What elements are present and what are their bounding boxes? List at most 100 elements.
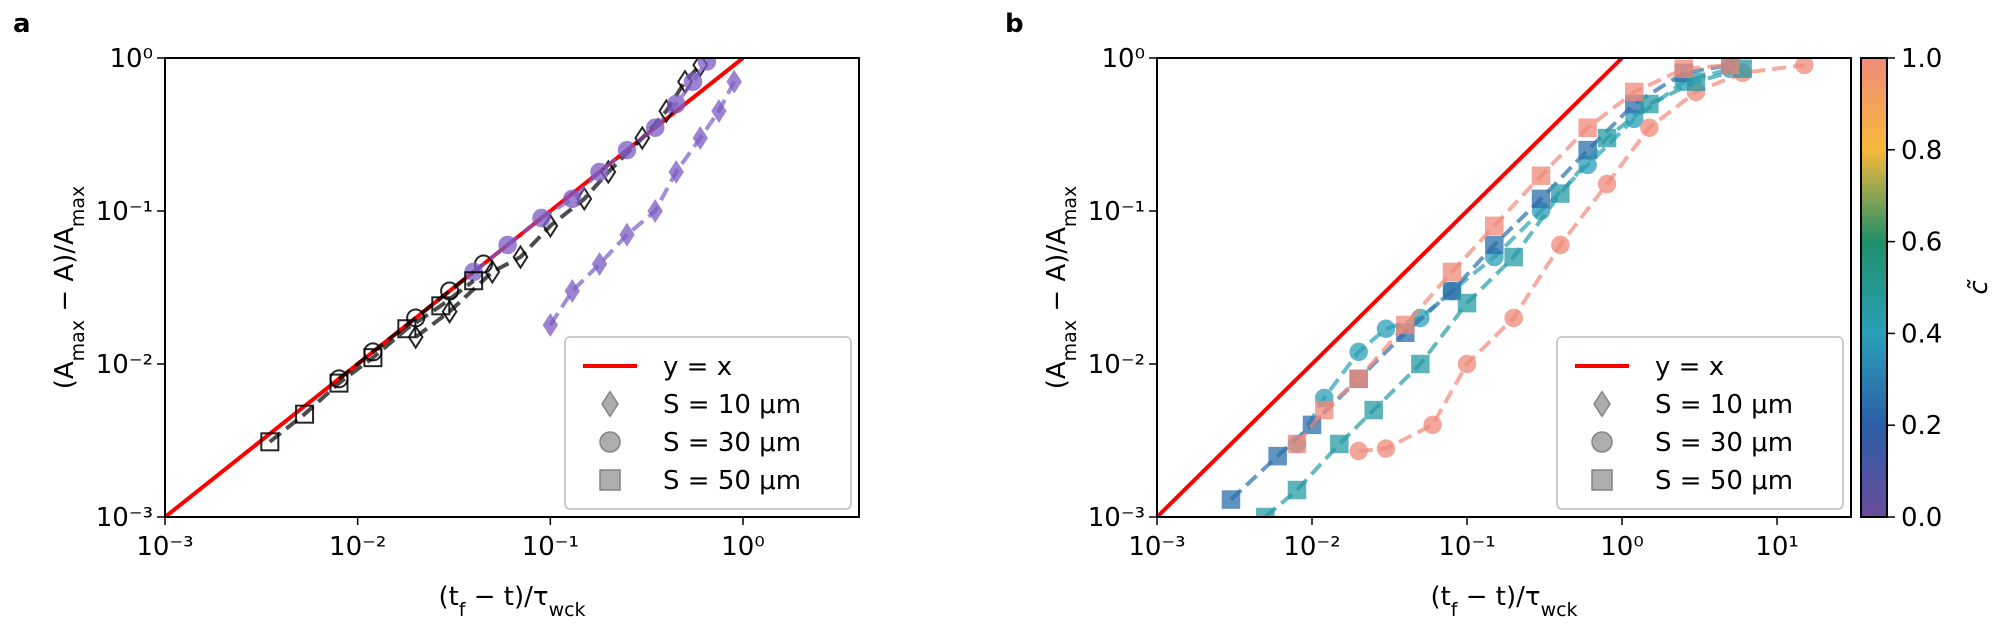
y-tick-label: 10⁻²: [1088, 350, 1145, 380]
marker: [1411, 354, 1430, 374]
y-tick-label: 10⁰: [109, 44, 153, 74]
marker: [668, 160, 684, 184]
legend-label: y = x: [1655, 352, 1724, 382]
y-tick-label: 10⁻¹: [96, 197, 153, 227]
marker: [1591, 469, 1613, 491]
reference-line: [1157, 58, 1624, 517]
marker: [1597, 128, 1617, 148]
x-tick-label: 10⁻³: [1128, 532, 1185, 562]
marker: [1376, 439, 1396, 458]
plot-area: [1157, 58, 1814, 517]
marker: [590, 162, 609, 182]
axes-frame: [164, 57, 860, 518]
marker: [617, 140, 637, 160]
marker: [260, 432, 280, 452]
legend-box: [1556, 336, 1844, 510]
marker: [407, 324, 424, 350]
y-tick-label: 10⁻²: [96, 350, 153, 380]
marker: [726, 69, 742, 94]
y-axis-label: (Amax − A)/Amax: [1042, 186, 1081, 390]
marker: [1457, 293, 1477, 313]
marker: [1625, 82, 1644, 102]
marker: [1578, 118, 1597, 138]
marker: [1396, 315, 1415, 335]
marker: [697, 58, 717, 71]
marker: [599, 431, 621, 453]
marker: [1256, 507, 1275, 517]
legend-label: S = 10 μm: [663, 390, 801, 420]
colorbar-tick-label: 0.6: [1901, 228, 1942, 258]
marker: [1640, 94, 1659, 114]
x-tick-label: 10¹: [1755, 532, 1799, 562]
marker: [1349, 342, 1368, 362]
y-axis-label: (Amax − A)/Amax: [50, 186, 89, 390]
marker: [329, 373, 349, 393]
legend-label: S = 50 μm: [1655, 466, 1793, 496]
marker: [711, 99, 727, 123]
marker: [1485, 235, 1504, 255]
marker: [1485, 216, 1504, 236]
marker: [563, 189, 582, 209]
marker: [1364, 400, 1383, 420]
label-part: wck: [549, 599, 586, 621]
y-tick-label: 10⁰: [1101, 44, 1145, 74]
marker: [1531, 166, 1551, 185]
marker: [1287, 480, 1307, 500]
marker: [431, 296, 451, 316]
label-part: − t)/τ: [465, 582, 548, 612]
label-part: (t: [1430, 582, 1450, 612]
marker: [464, 271, 484, 291]
x-tick-label: 10⁻¹: [522, 532, 579, 562]
marker: [542, 313, 559, 337]
colorbar-label: c̃: [1964, 279, 1994, 295]
legend-box: [564, 336, 852, 510]
legend-label: y = x: [663, 352, 732, 382]
marker: [532, 208, 551, 228]
axes-frame: [1156, 57, 1852, 518]
marker: [1593, 390, 1611, 418]
label-part: wck: [1541, 599, 1578, 621]
label-part: max: [67, 320, 89, 361]
plot-area: [165, 58, 745, 517]
marker: [1721, 58, 1740, 75]
marker: [397, 319, 417, 339]
x-tick-label: 10⁻²: [1283, 532, 1340, 562]
marker: [1442, 281, 1462, 301]
marker: [441, 299, 458, 324]
marker: [1531, 189, 1551, 209]
label-part: max: [67, 186, 89, 227]
label-part: (A: [50, 361, 80, 389]
x-tick-label: 10⁻³: [136, 532, 193, 562]
marker: [1221, 490, 1241, 509]
marker: [645, 118, 665, 138]
legend-label: S = 10 μm: [1655, 390, 1793, 420]
marker: [1423, 415, 1442, 435]
x-tick-label: 10⁻¹: [1438, 532, 1495, 562]
marker: [647, 199, 663, 223]
dashed-curve: [268, 279, 475, 444]
label-part: max: [1059, 186, 1081, 227]
x-axis-label: (tf − t)/τwck: [438, 582, 585, 621]
label-part: − t)/τ: [1457, 582, 1540, 612]
colorbar-tick-label: 0.8: [1901, 136, 1942, 166]
colorbar-tick-label: 0.0: [1901, 503, 1942, 533]
marker: [1551, 235, 1570, 255]
marker: [692, 126, 708, 150]
label-part: max: [1059, 320, 1081, 361]
label-part: (A: [1042, 361, 1072, 389]
marker: [1376, 319, 1396, 338]
x-tick-label: 10⁰: [721, 532, 765, 562]
marker: [564, 279, 580, 303]
label-part: f: [459, 599, 467, 621]
dashed-curve: [472, 60, 709, 274]
marker: [666, 94, 686, 114]
marker: [1287, 434, 1307, 454]
legend-label: S = 30 μm: [1655, 428, 1793, 458]
y-tick-label: 10⁻³: [96, 503, 153, 533]
marker: [1349, 441, 1368, 461]
panel-label: b: [1005, 9, 1024, 39]
marker: [1591, 431, 1613, 453]
marker: [363, 348, 383, 368]
marker: [599, 469, 621, 491]
